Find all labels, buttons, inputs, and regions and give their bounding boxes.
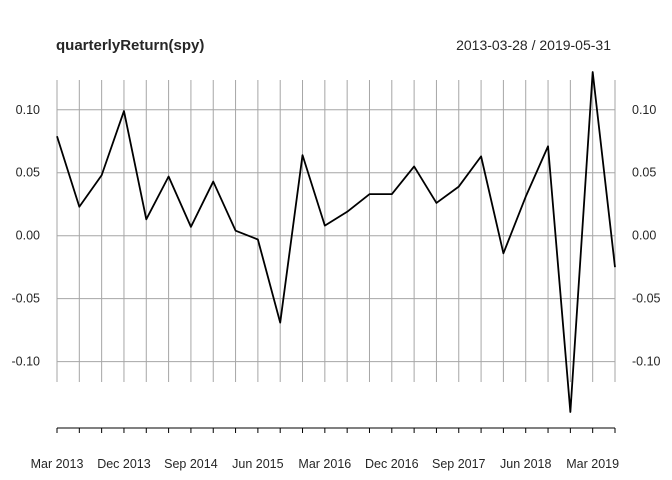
series-layer — [56, 71, 616, 413]
y-tick-label-right: 0.10 — [632, 103, 656, 117]
y-tick-label-left: 0.05 — [16, 166, 40, 180]
y-tick-label-right: -0.10 — [632, 355, 661, 369]
x-tick-label: Dec 2016 — [365, 457, 419, 471]
x-tick-label: Dec 2013 — [97, 457, 151, 471]
series-line — [56, 71, 616, 413]
x-tick-label: Jun 2018 — [500, 457, 551, 471]
y-tick-label-right: 0.05 — [632, 166, 656, 180]
x-tick-label: Sep 2014 — [164, 457, 218, 471]
x-tick-label: Sep 2017 — [432, 457, 486, 471]
x-tick-label: Mar 2013 — [31, 457, 84, 471]
x-axis: Mar 2013 Dec 2013 Sep 2014 Jun 2015 Mar 2016… — [31, 427, 619, 471]
y-tick-label-left: -0.10 — [12, 355, 41, 369]
x-tick-label: Jun 2015 — [232, 457, 283, 471]
horizontal-grid — [57, 109, 615, 363]
y-tick-label-right: 0.00 — [632, 229, 656, 243]
x-tick-label: Mar 2019 — [566, 457, 619, 471]
vertical-grid — [56, 80, 616, 382]
y-axis-left-labels: 0.10 0.05 0.00 -0.05 -0.10 — [12, 103, 41, 369]
y-tick-label-left: -0.05 — [12, 292, 41, 306]
x-tick-label: Mar 2016 — [298, 457, 351, 471]
y-tick-label-left: 0.00 — [16, 229, 40, 243]
chart-title: quarterlyReturn(spy) — [56, 37, 204, 54]
y-axis-right-labels: 0.10 0.05 0.00 -0.05 -0.10 — [632, 103, 661, 369]
chart-date-range: 2013-03-28 / 2019-05-31 — [456, 37, 611, 53]
y-tick-label-left: 0.10 — [16, 103, 40, 117]
y-tick-label-right: -0.05 — [632, 292, 661, 306]
